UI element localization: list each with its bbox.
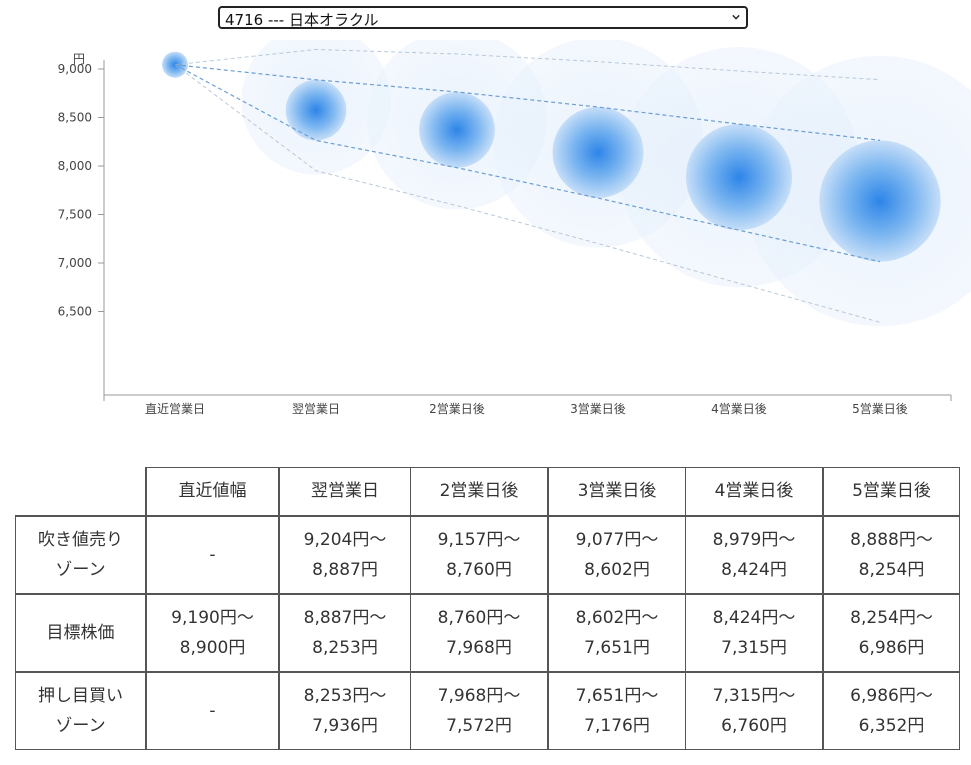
x-tick-label: 2営業日後	[429, 402, 485, 416]
price-forecast-chart: 円 9,000 8,500 8,000 7,500 7,000 6,500 直近営業日 翌営業…	[58, 40, 971, 416]
table-cell: 7,968円〜 7,572円	[410, 671, 549, 750]
row-label-sell-zone: 吹き値売り ゾーン	[15, 515, 147, 595]
y-tick-label: 8,500	[58, 111, 92, 125]
x-tick-label: 直近営業日	[145, 402, 205, 416]
outer-lower-band-line	[174, 64, 881, 323]
table-row: 吹き値売り ゾーン - 9,204円〜 8,887円 9,157円〜 8,760円 9…	[15, 515, 960, 595]
table-cell: 8,979円〜 8,424円	[685, 515, 824, 595]
table-cell: -	[145, 671, 280, 750]
table-header-cell: 4営業日後	[685, 467, 824, 517]
table-cell: 8,888円〜 8,254円	[822, 515, 960, 595]
outer-upper-band-line	[174, 48, 881, 81]
target-range-bubble	[819, 140, 941, 262]
table-corner-cell	[15, 467, 147, 517]
table-cell: 8,760円〜 7,968円	[410, 593, 549, 673]
table-cell: 9,204円〜 8,887円	[278, 515, 411, 595]
y-tick-label: 8,000	[58, 159, 92, 173]
target-range-bubble	[552, 107, 644, 199]
target-range-bubble	[285, 79, 347, 141]
x-tick-label: 3営業日後	[570, 402, 626, 416]
table-header-cell: 2営業日後	[410, 467, 549, 517]
table-row: 目標株価 9,190円〜 8,900円 8,887円〜 8,253円 8,760円〜…	[15, 593, 960, 673]
y-unit-label: 円	[73, 52, 85, 66]
table-header-cell: 翌営業日	[278, 467, 411, 517]
table-cell: 8,602円〜 7,651円	[547, 593, 686, 673]
table-cell: 8,254円〜 6,986円	[822, 593, 960, 673]
table-header-cell: 3営業日後	[547, 467, 686, 517]
x-tick-label: 4営業日後	[711, 402, 767, 416]
table-cell: -	[145, 515, 280, 595]
table-cell: 9,157円〜 8,760円	[410, 515, 549, 595]
target-range-bubble	[419, 91, 495, 168]
row-label-buy-zone: 押し目買い ゾーン	[15, 671, 147, 750]
table-cell: 6,986円〜 6,352円	[822, 671, 960, 750]
x-tick-label: 翌営業日	[292, 402, 340, 416]
table-cell: 8,253円〜 7,936円	[278, 671, 411, 750]
table-cell: 9,077円〜 8,602円	[547, 515, 686, 595]
y-tick-label: 9,000	[58, 62, 92, 76]
row-label-target-price: 目標株価	[15, 593, 147, 673]
y-tick-label: 7,500	[58, 208, 92, 222]
price-zone-table: 直近値幅 翌営業日 2営業日後 3営業日後 4営業日後 5営業日後 吹き値売りゾ…	[15, 467, 960, 750]
table-cell: 9,190円〜 8,900円	[145, 593, 280, 673]
stock-selector-value: 4716 --- 日本オラクル	[225, 11, 379, 29]
inner-upper-band-line	[174, 64, 881, 141]
table-row: 押し目買い ゾーン - 8,253円〜 7,936円 7,968円〜 7,572円 7…	[15, 671, 960, 750]
x-tick-label: 5営業日後	[852, 402, 908, 416]
table-cell: 7,315円〜 6,760円	[685, 671, 824, 750]
stock-selector[interactable]: 4716 --- 日本オラクル	[218, 6, 748, 29]
table-cell: 8,887円〜 8,253円	[278, 593, 411, 673]
target-range-bubble	[685, 124, 793, 231]
chevron-down-icon	[732, 14, 740, 20]
table-header-cell: 直近値幅	[145, 467, 280, 517]
table-header-cell: 5営業日後	[822, 467, 960, 517]
y-tick-label: 7,000	[58, 256, 92, 270]
table-cell: 8,424円〜 7,315円	[685, 593, 824, 673]
y-tick-label: 6,500	[58, 305, 92, 319]
inner-lower-band-line	[174, 64, 881, 263]
table-cell: 7,651円〜 7,176円	[547, 671, 686, 750]
